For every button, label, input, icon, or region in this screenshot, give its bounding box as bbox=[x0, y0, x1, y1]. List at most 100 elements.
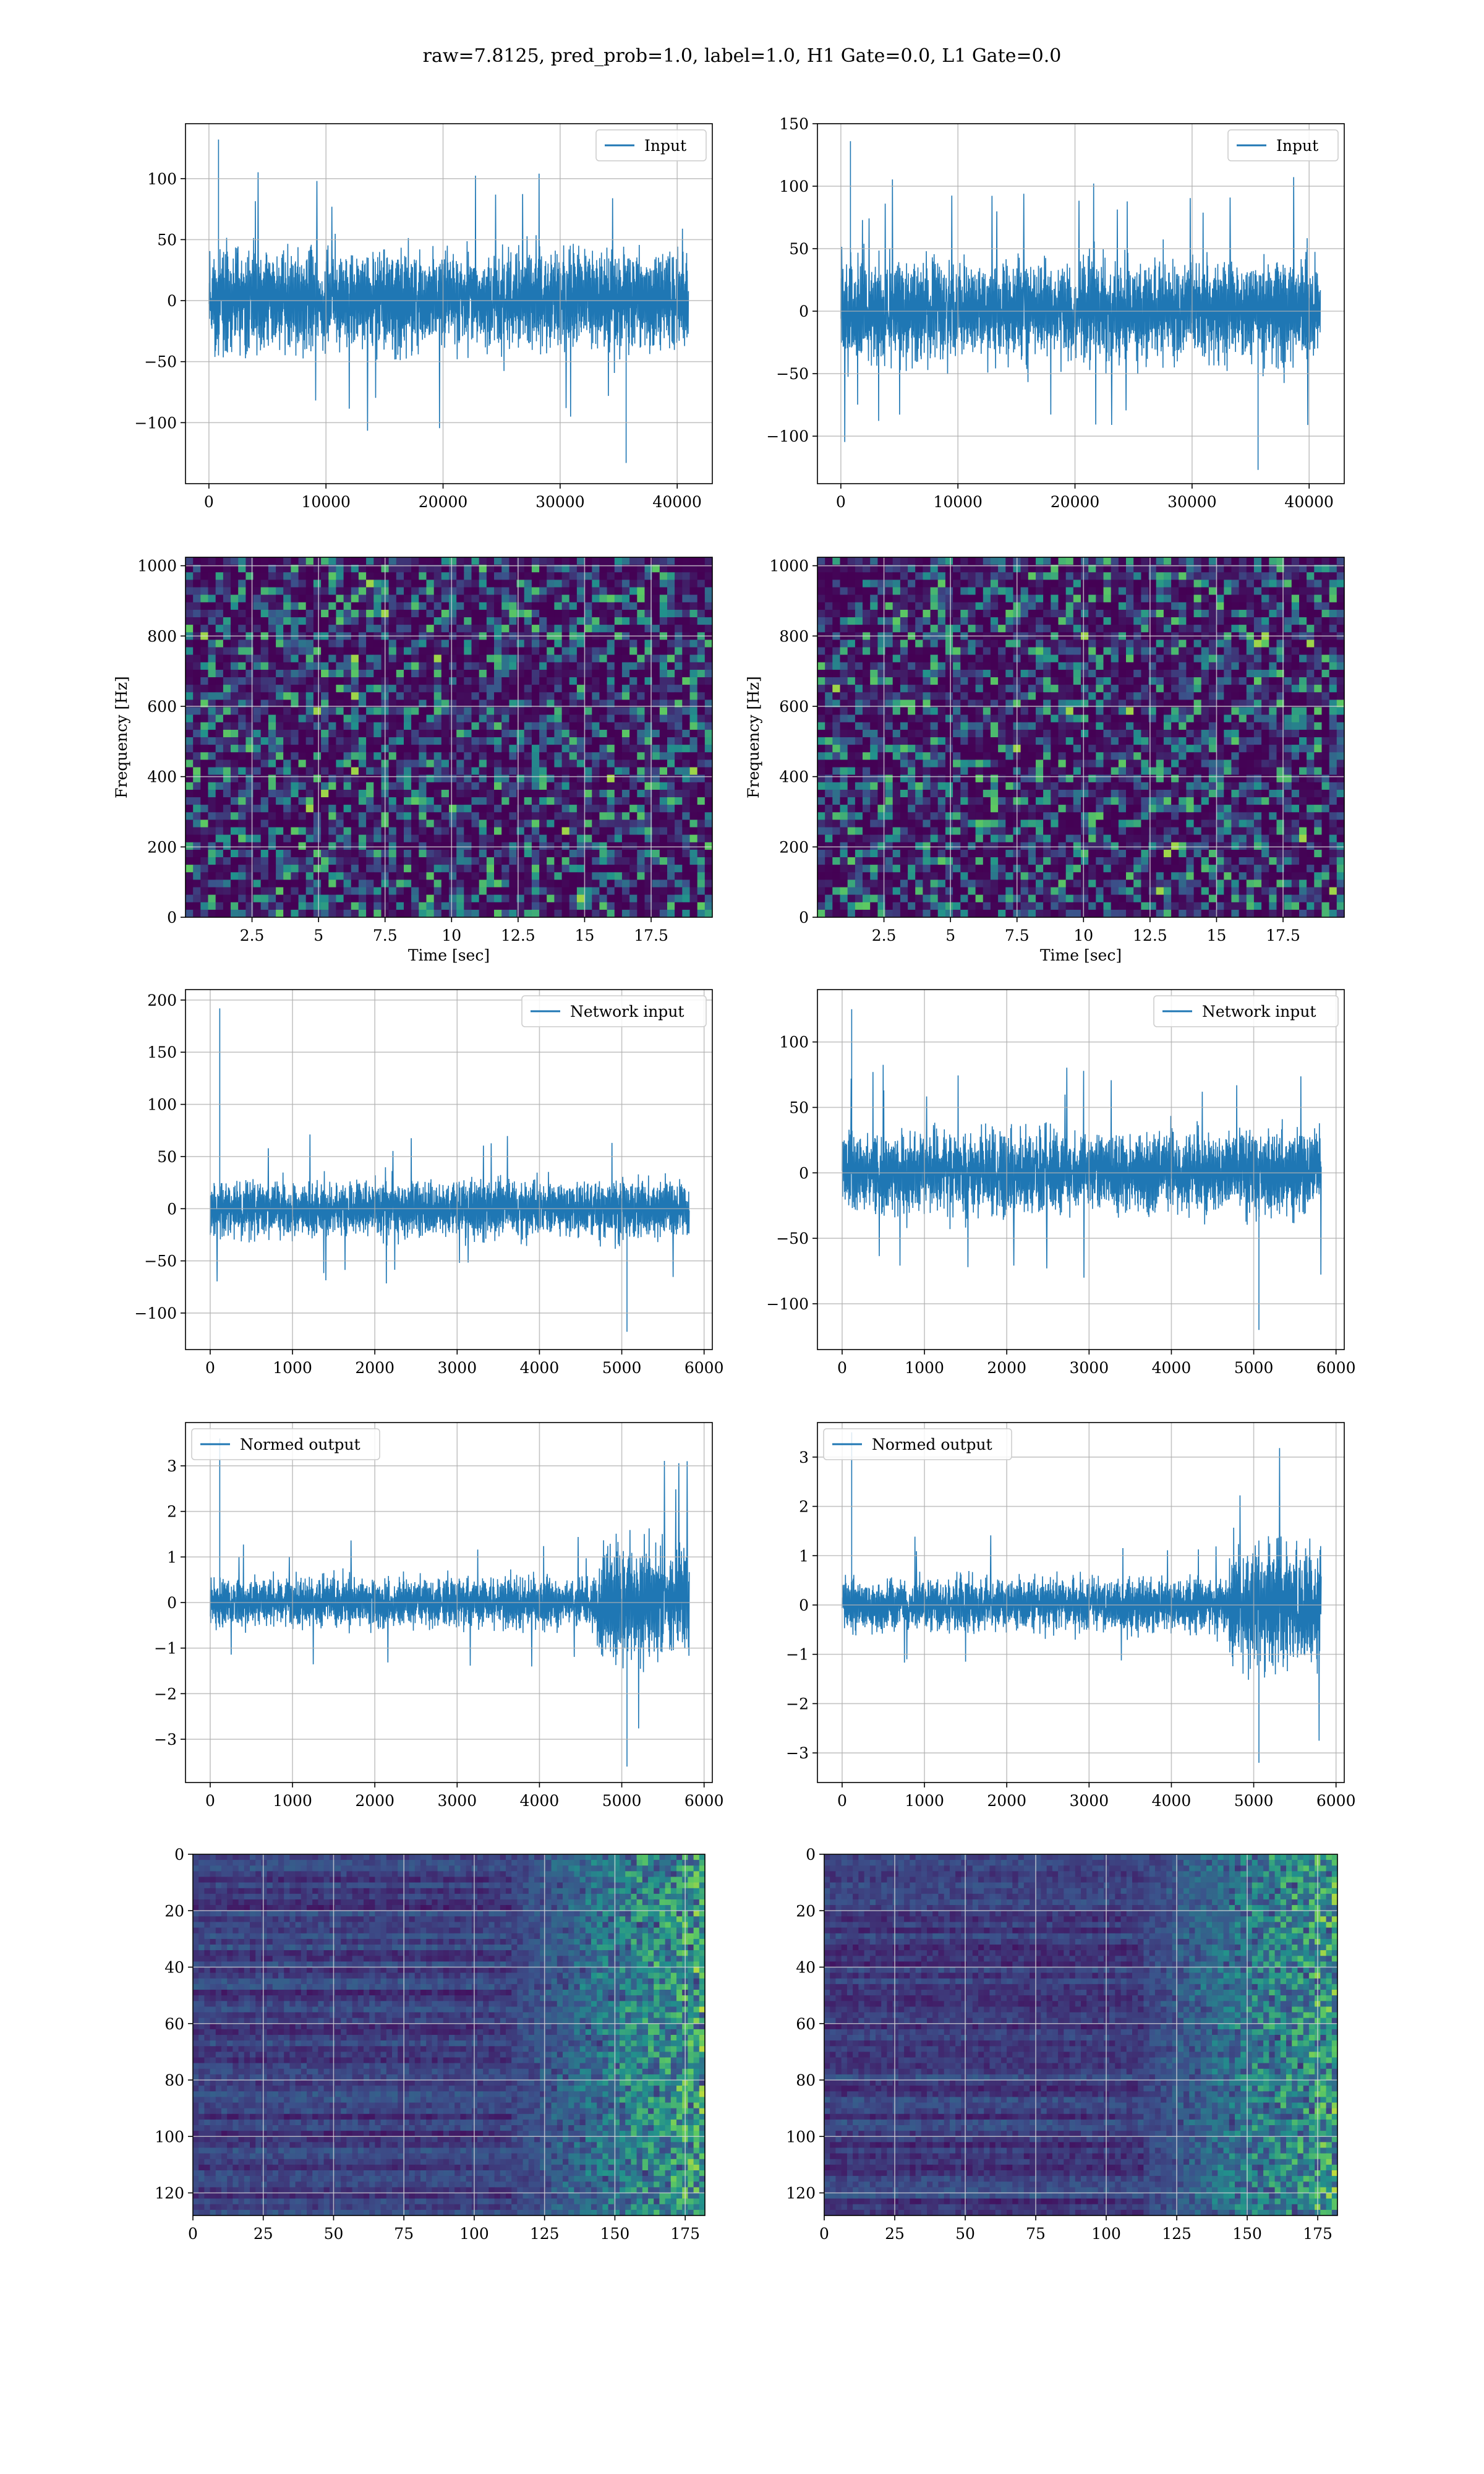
x-tick-label: 10000 bbox=[933, 493, 983, 511]
y-tick-label: 600 bbox=[779, 698, 809, 716]
y-tick-label: 80 bbox=[796, 2071, 816, 2089]
x-tick-label: 7.5 bbox=[1005, 927, 1030, 944]
y-tick-label: 1 bbox=[799, 1547, 809, 1565]
y-tick-label: −100 bbox=[766, 427, 809, 445]
y-tick-label: 400 bbox=[779, 768, 809, 786]
x-tick-label: 0 bbox=[837, 1359, 847, 1377]
y-tick-label: 1000 bbox=[137, 557, 177, 575]
axes-frame bbox=[185, 989, 713, 1350]
y-tick-label: 100 bbox=[147, 170, 177, 188]
legend-box bbox=[521, 995, 707, 1027]
x-tick-label: 5000 bbox=[602, 1359, 642, 1377]
x-tick-label: 40000 bbox=[652, 493, 702, 511]
figure-suptitle: raw=7.8125, pred_prob=1.0, label=1.0, H1… bbox=[423, 45, 1062, 67]
grid-lines bbox=[817, 1423, 1344, 1783]
y-tick-label: 20 bbox=[164, 1902, 184, 1920]
x-tick-label: 10 bbox=[1073, 927, 1093, 944]
x-tick-label: 125 bbox=[1162, 2225, 1192, 2243]
x-tick-label: 1000 bbox=[273, 1359, 312, 1377]
x-tick-label: 40000 bbox=[1284, 493, 1334, 511]
y-tick-label: −3 bbox=[786, 1744, 809, 1762]
y-tick-label: 200 bbox=[147, 838, 177, 856]
x-tick-label: 25 bbox=[885, 2225, 905, 2243]
legend: Normed output bbox=[823, 1428, 1012, 1460]
x-tick-label: 4000 bbox=[1152, 1792, 1192, 1810]
x-tick-label: 2000 bbox=[355, 1792, 394, 1810]
axes-r4c1: 0 1000 2000 3000 4000 5000 6000 −3 −2 −1 0 1 2 3 Norme… bbox=[154, 1422, 724, 1810]
x-tick-label: 75 bbox=[1026, 2225, 1046, 2243]
x-tick-label: 125 bbox=[530, 2225, 560, 2243]
y-tick-label: 40 bbox=[164, 1959, 184, 1977]
x-tick-label: 10 bbox=[441, 927, 461, 944]
y-tick-label: −3 bbox=[154, 1731, 177, 1748]
y-tick-label: −2 bbox=[154, 1685, 177, 1703]
series-line bbox=[842, 1432, 1322, 1763]
y-tick-label: −1 bbox=[154, 1640, 177, 1658]
axes-frame bbox=[185, 123, 713, 484]
x-tick-label: 17.5 bbox=[634, 927, 668, 944]
x-tick-label: 2000 bbox=[987, 1792, 1026, 1810]
y-tick-label: 150 bbox=[147, 1043, 177, 1061]
legend-box bbox=[1227, 129, 1339, 161]
y-tick-label: 60 bbox=[164, 2015, 184, 2033]
x-tick-label: 0 bbox=[837, 1792, 847, 1810]
axes-frame bbox=[824, 1854, 1338, 2216]
axes-frame bbox=[817, 989, 1345, 1350]
legend-label: Normed output bbox=[872, 1436, 992, 1453]
heatmap-cells bbox=[193, 1854, 705, 2215]
legend-label: Normed output bbox=[240, 1436, 360, 1453]
x-tick-label: 0 bbox=[188, 2225, 198, 2243]
axes-r5c2: 0 25 50 75 100 125 150 175 0 20 40 60 80 100 120 bbox=[786, 1846, 1338, 2243]
x-tick-label: 0 bbox=[205, 1359, 215, 1377]
x-tick-label: 150 bbox=[1232, 2225, 1262, 2243]
y-tick-label: 50 bbox=[789, 240, 809, 258]
y-tick-label: 100 bbox=[779, 1034, 809, 1051]
axes-frame bbox=[817, 557, 1345, 918]
y-tick-label: 1000 bbox=[769, 557, 809, 575]
y-tick-label: 100 bbox=[155, 2128, 184, 2146]
y-tick-label: 0 bbox=[167, 292, 177, 310]
x-tick-label: 3000 bbox=[438, 1359, 477, 1377]
y-tick-label: 50 bbox=[157, 231, 177, 249]
grid-lines bbox=[186, 1423, 712, 1783]
axes-r3c1: 0 1000 2000 3000 4000 5000 6000 −100 −50 0 50 100 15… bbox=[134, 989, 724, 1377]
grid-lines bbox=[817, 123, 1344, 484]
legend-box bbox=[823, 1428, 1012, 1460]
legend: Network input bbox=[521, 995, 707, 1027]
x-tick-label: 30000 bbox=[535, 493, 585, 511]
y-tick-label: −100 bbox=[134, 414, 177, 432]
legend-label: Input bbox=[1276, 137, 1318, 155]
axes-r4c2: 0 1000 2000 3000 4000 5000 6000 −3 −2 −1 0 1 2 3 Norme… bbox=[786, 1422, 1356, 1810]
grid-lines bbox=[186, 990, 712, 1350]
y-tick-label: 200 bbox=[147, 991, 177, 1009]
series-line bbox=[842, 1009, 1322, 1330]
grid-lines bbox=[817, 990, 1344, 1350]
x-tick-label: 150 bbox=[600, 2225, 630, 2243]
y-tick-label: −50 bbox=[144, 1252, 177, 1270]
x-axis-label: Time [sec] bbox=[1040, 946, 1122, 964]
y-axis-label: Frequency [Hz] bbox=[113, 676, 130, 798]
series-line bbox=[840, 141, 1321, 470]
x-tick-label: 10000 bbox=[301, 493, 351, 511]
y-tick-label: 120 bbox=[155, 2185, 184, 2202]
y-tick-label: 20 bbox=[796, 1902, 816, 1920]
x-tick-label: 50 bbox=[955, 2225, 975, 2243]
grid-lines bbox=[186, 557, 712, 918]
x-tick-label: 4000 bbox=[520, 1792, 560, 1810]
x-tick-label: 50 bbox=[324, 2225, 344, 2243]
axes-frame bbox=[817, 123, 1345, 484]
x-tick-label: 12.5 bbox=[1133, 927, 1167, 944]
x-tick-label: 30000 bbox=[1167, 493, 1217, 511]
x-tick-label: 17.5 bbox=[1266, 927, 1300, 944]
legend: Input bbox=[595, 129, 707, 161]
x-tick-label: 0 bbox=[205, 1792, 215, 1810]
y-tick-label: 60 bbox=[796, 2015, 816, 2033]
y-tick-label: 100 bbox=[786, 2128, 816, 2146]
x-tick-label: 100 bbox=[459, 2225, 489, 2243]
x-tick-label: 3000 bbox=[438, 1792, 477, 1810]
x-tick-label: 5 bbox=[945, 927, 955, 944]
x-tick-label: 100 bbox=[1091, 2225, 1121, 2243]
axes-frame bbox=[817, 1422, 1345, 1783]
axes-r2c1: 2.5 5 7.5 10 12.5 15 17.5 0 200 400 600 800 1000 Time… bbox=[113, 557, 713, 964]
heatmap-cells bbox=[817, 557, 1344, 917]
